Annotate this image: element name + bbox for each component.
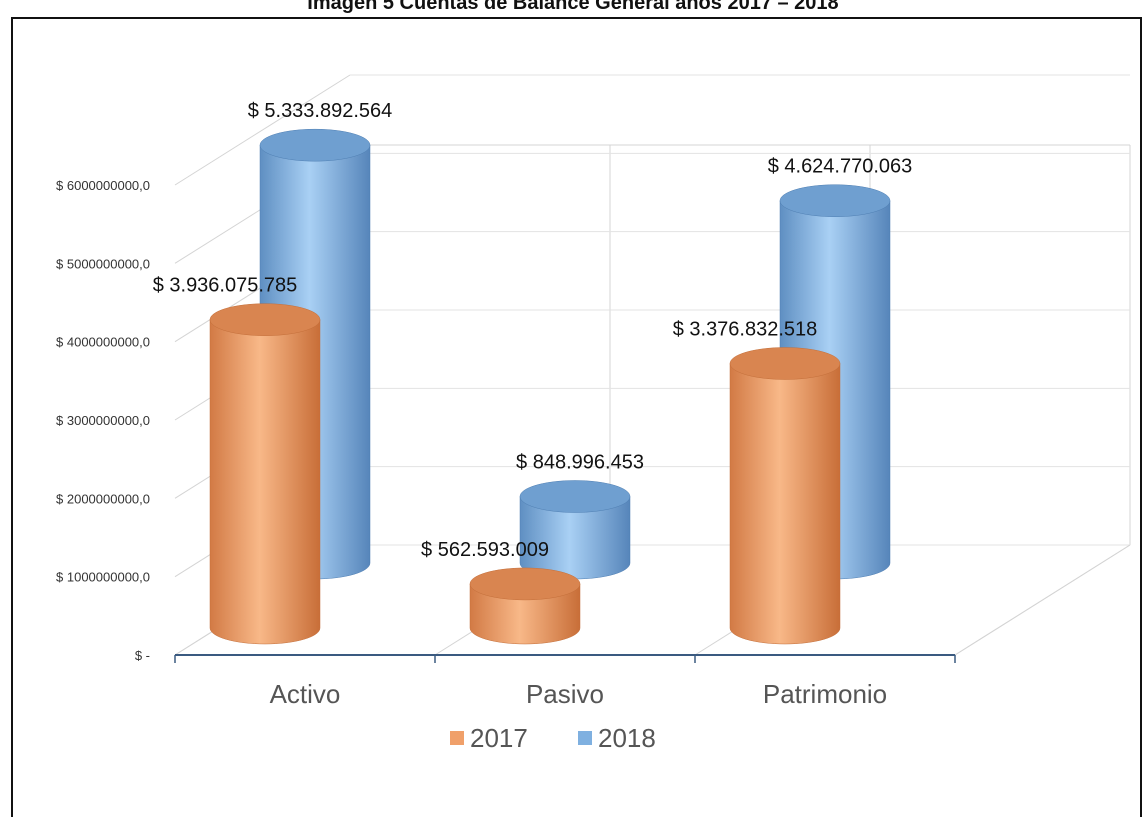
- bar-top: [469, 567, 581, 601]
- bar-top: [259, 128, 371, 162]
- y-tick-label: $ 2000000000,0: [56, 491, 150, 506]
- bar-2017-activo: [209, 303, 321, 645]
- legend-swatch-2017: [450, 731, 464, 745]
- y-tick-label: $ 1000000000,0: [56, 570, 150, 585]
- y-tick-label: $ 6000000000,0: [56, 178, 150, 193]
- side-wall-gridline: [174, 74, 351, 186]
- floor-edge-right: [954, 544, 1131, 656]
- bar-2018-pasivo: [519, 480, 631, 580]
- x-tick-label: Patrimonio: [763, 679, 887, 709]
- data-label: $ 848.996.453: [516, 451, 644, 473]
- data-label: $ 3.376.832.518: [673, 318, 818, 340]
- chart-axes: $ - $ 1000000000,0 $ 2000000000,0 $ 3000000…: [56, 178, 956, 709]
- y-tick-label: $ 4000000000,0: [56, 335, 150, 350]
- data-label: $ 562.593.009: [421, 539, 549, 561]
- legend-label-2017: 2017: [470, 723, 528, 753]
- bar-top: [519, 480, 631, 513]
- y-tick-label: $ 3000000000,0: [56, 413, 150, 428]
- bar-body: [469, 583, 581, 645]
- bar-top: [209, 303, 321, 336]
- legend-label-2018: 2018: [598, 723, 656, 753]
- chart-data-labels: $ 5.333.892.564 $ 848.996.453 $ 4.624.770.…: [153, 100, 913, 561]
- legend-swatch-2018: [578, 731, 592, 745]
- data-label: $ 3.936.075.785: [153, 275, 298, 297]
- chart-title: Imagen 5 Cuentas de Balance General años…: [307, 0, 839, 14]
- chart-frame: [11, 17, 1142, 817]
- bar-2017-patrimonio: [729, 347, 841, 645]
- x-tick-label: Activo: [270, 679, 341, 709]
- y-tick-label: $ -: [135, 648, 150, 663]
- bar-body: [209, 319, 321, 645]
- bar-top: [779, 184, 891, 217]
- bar-top: [729, 347, 841, 380]
- y-tick-label: $ 5000000000,0: [56, 256, 150, 271]
- chart-legend: 2017 2018: [450, 723, 656, 753]
- bar-body: [729, 363, 841, 645]
- data-label: $ 5.333.892.564: [248, 100, 393, 122]
- x-tick-label: Pasivo: [526, 679, 604, 709]
- chart-bars: [209, 128, 891, 645]
- bar-2017-pasivo: [469, 567, 581, 645]
- data-label: $ 4.624.770.063: [768, 156, 913, 178]
